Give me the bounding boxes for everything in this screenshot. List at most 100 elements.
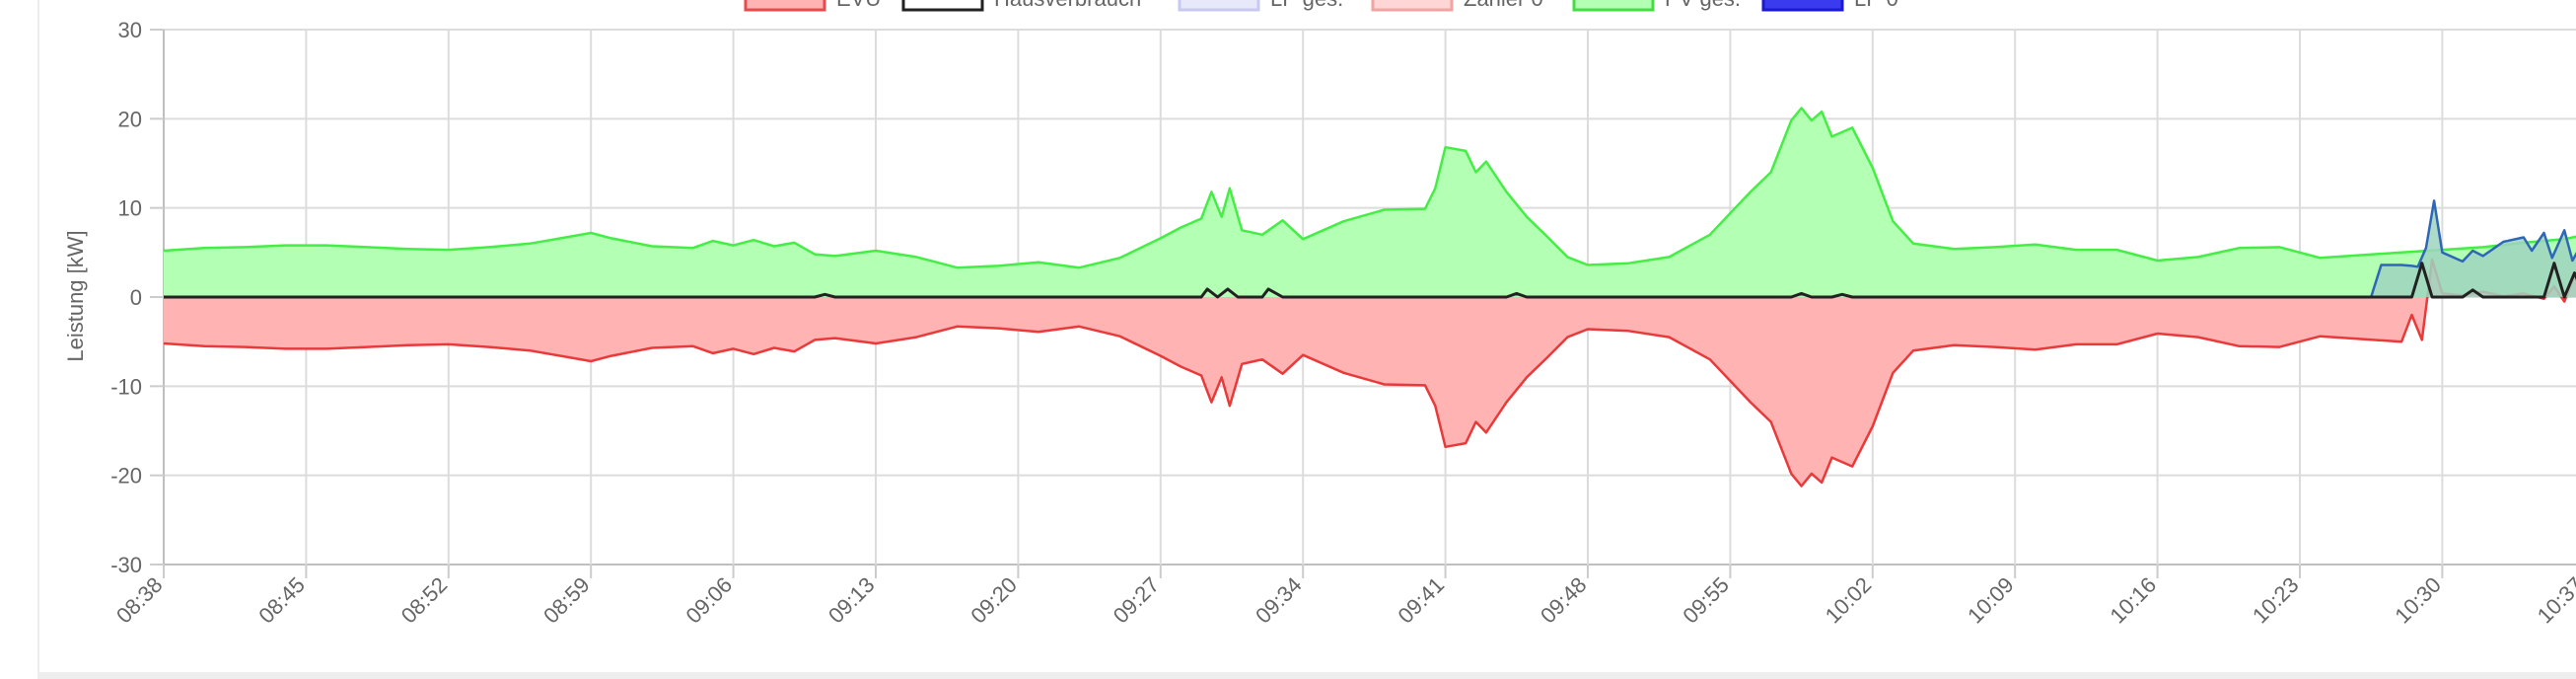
series-point bbox=[794, 351, 795, 352]
series-point bbox=[2411, 265, 2412, 266]
legend-item[interactable]: Hausverbrauch bbox=[901, 0, 1141, 12]
series-point bbox=[652, 347, 653, 348]
series-point bbox=[1791, 473, 1792, 474]
series-point bbox=[1811, 120, 1812, 121]
legend-item[interactable]: PV ges. bbox=[1572, 0, 1741, 12]
series-point bbox=[1567, 257, 1568, 258]
series-point bbox=[1217, 296, 1218, 297]
y-tick-label: -20 bbox=[110, 464, 142, 489]
series-point bbox=[448, 250, 449, 251]
legend-label: EVU bbox=[836, 0, 881, 11]
series-point bbox=[2360, 339, 2361, 340]
series-point bbox=[285, 348, 286, 349]
series-point bbox=[1229, 406, 1230, 407]
series-area bbox=[2371, 200, 2576, 297]
series-point bbox=[1445, 147, 1446, 148]
series-point bbox=[1282, 373, 1283, 374]
series-point bbox=[1893, 372, 1894, 373]
series-point bbox=[2482, 296, 2483, 297]
series-point bbox=[2551, 258, 2552, 259]
series-point bbox=[652, 246, 653, 247]
series-point bbox=[1496, 177, 1497, 178]
series-point bbox=[1211, 191, 1212, 192]
series-point bbox=[2421, 263, 2422, 264]
series-line bbox=[164, 262, 2576, 299]
series-point bbox=[1485, 432, 1486, 433]
series-point bbox=[1201, 218, 1202, 219]
series-point bbox=[957, 267, 958, 268]
series-point bbox=[1343, 221, 1344, 222]
series-point bbox=[753, 353, 754, 354]
series-point bbox=[794, 242, 795, 243]
series-point bbox=[570, 357, 571, 358]
series-point bbox=[1261, 296, 1262, 297]
series-point bbox=[2360, 255, 2361, 256]
legend-label: LP ges. bbox=[1270, 0, 1343, 11]
series-point bbox=[1669, 257, 1670, 258]
series-point bbox=[1160, 238, 1161, 239]
series-point bbox=[2462, 296, 2463, 297]
x-tick-label: 09:41 bbox=[1394, 572, 1450, 629]
legend-swatch bbox=[901, 0, 984, 12]
series-point bbox=[2523, 237, 2524, 238]
series-point bbox=[325, 348, 326, 349]
series-point bbox=[1709, 359, 1710, 360]
series-point bbox=[834, 338, 835, 339]
legend-swatch bbox=[1371, 0, 1454, 12]
series-point bbox=[1709, 234, 1710, 235]
series-point bbox=[2401, 264, 2402, 265]
legend-item[interactable]: EVU bbox=[744, 0, 881, 12]
series-point bbox=[2553, 263, 2554, 264]
series-point bbox=[1384, 209, 1385, 210]
panel-left-border bbox=[37, 0, 39, 674]
series-point bbox=[1872, 425, 1873, 426]
series-point bbox=[2462, 261, 2463, 262]
series-point bbox=[1466, 443, 1467, 444]
series-point bbox=[610, 238, 611, 239]
x-tick-label: 09:27 bbox=[1109, 572, 1165, 629]
series-point bbox=[1424, 385, 1425, 386]
legend-item[interactable]: Zähler 0 bbox=[1371, 0, 1543, 12]
series-point bbox=[1587, 264, 1588, 265]
series-point bbox=[2076, 343, 2077, 344]
series-point bbox=[2320, 336, 2321, 337]
x-tick-label: 08:59 bbox=[538, 572, 595, 629]
series-point bbox=[1913, 243, 1914, 244]
series-point bbox=[2279, 346, 2280, 347]
series-area bbox=[164, 108, 2576, 297]
series-point bbox=[163, 342, 164, 343]
series-point bbox=[1303, 239, 1304, 240]
legend-swatch bbox=[1761, 0, 1844, 12]
series-point bbox=[1527, 216, 1528, 217]
series-point bbox=[1261, 359, 1262, 360]
y-tick-label: 10 bbox=[118, 196, 142, 221]
series-point bbox=[1475, 421, 1476, 422]
series-point bbox=[692, 345, 693, 346]
series-point bbox=[753, 240, 754, 241]
series-pv-ges- bbox=[163, 107, 2576, 297]
series-point bbox=[1750, 191, 1751, 192]
series-layer bbox=[163, 107, 2576, 488]
series-point bbox=[773, 347, 774, 348]
legend-item[interactable]: LP ges. bbox=[1178, 0, 1343, 12]
series-point bbox=[2401, 341, 2402, 342]
series-point bbox=[1994, 346, 1995, 347]
series-point bbox=[1527, 296, 1528, 297]
legend[interactable]: EVU Hausverbrauch LP ges. Zähler 0 PV ges. LP… bbox=[744, 0, 1898, 12]
panel-bottom-border bbox=[37, 672, 2576, 679]
series-lp-0 bbox=[2370, 199, 2576, 298]
series-point bbox=[1384, 384, 1385, 385]
y-tick-label: 20 bbox=[118, 107, 142, 131]
series-point bbox=[824, 294, 825, 295]
series-point bbox=[1954, 344, 1955, 345]
series-line bbox=[163, 258, 2576, 488]
series-point bbox=[1238, 296, 1239, 297]
series-point bbox=[407, 249, 408, 250]
series-point bbox=[2197, 257, 2198, 258]
legend-item[interactable]: LP 0 bbox=[1761, 0, 1898, 12]
series-point bbox=[1801, 293, 1802, 294]
series-point bbox=[245, 346, 246, 347]
series-point bbox=[2532, 250, 2533, 251]
series-point bbox=[610, 355, 611, 356]
